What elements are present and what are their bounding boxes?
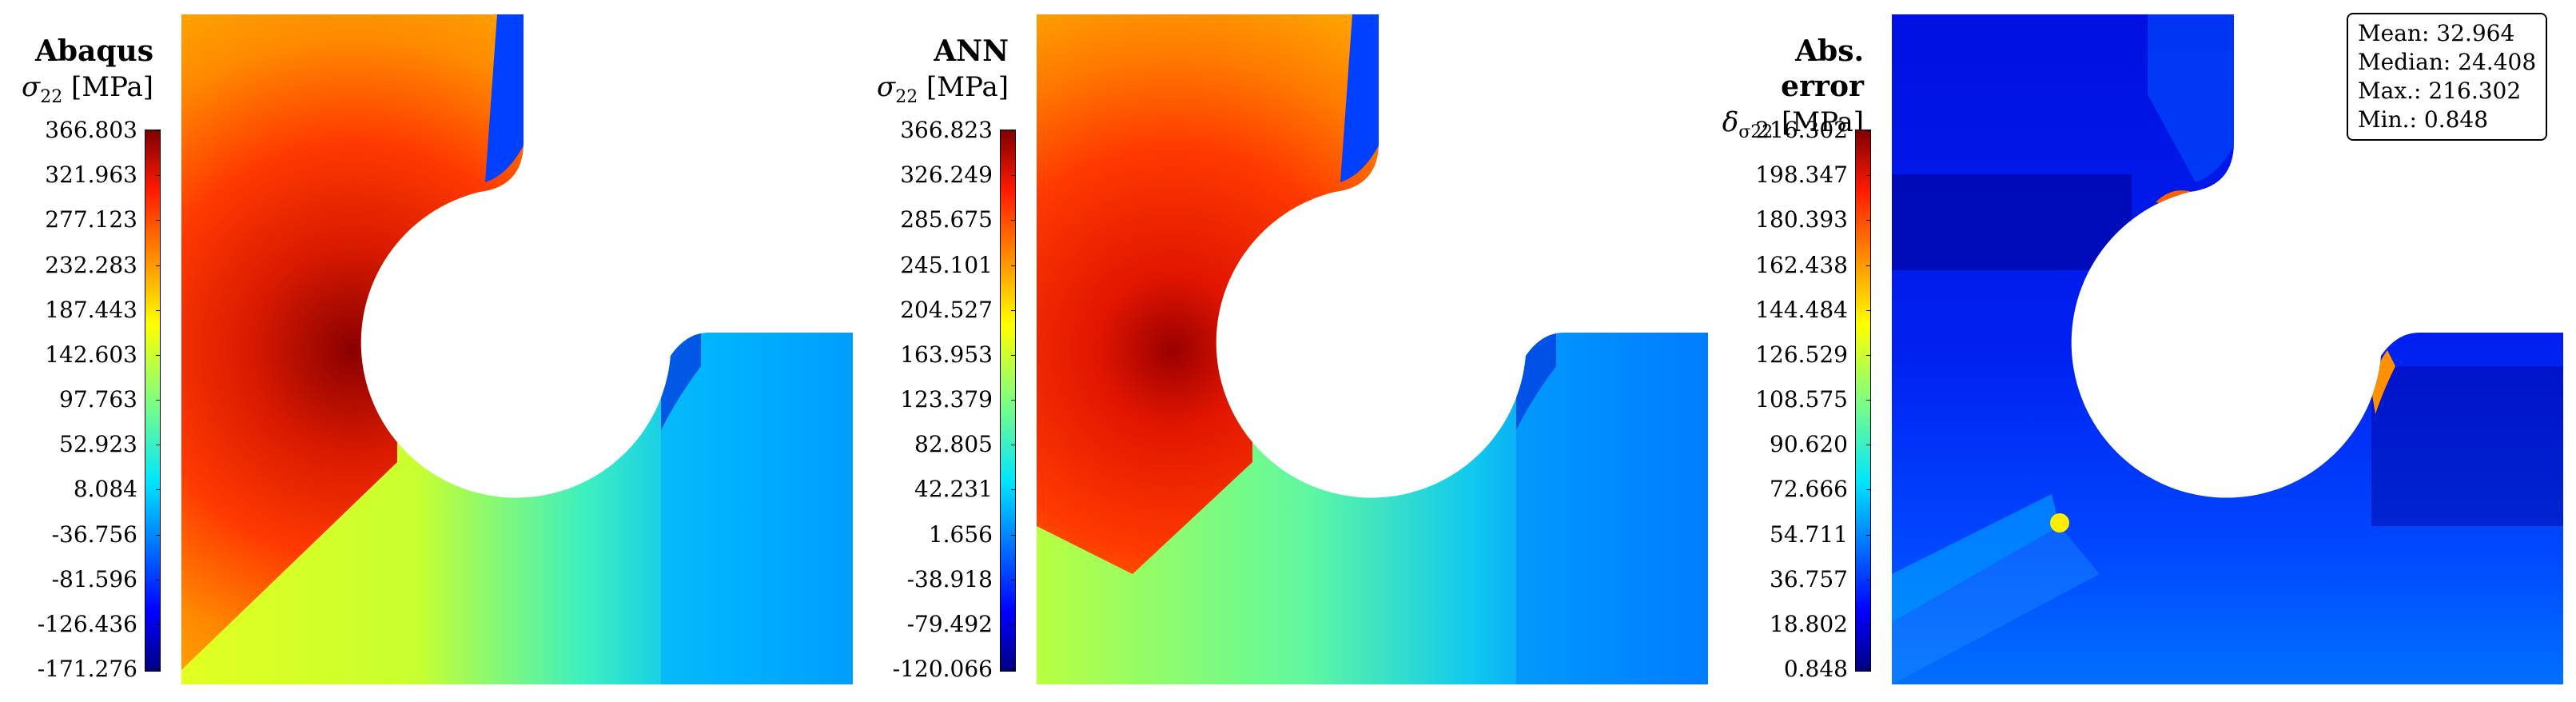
colorbar-tick-label: 82.805 <box>914 431 993 458</box>
panel-abaqus: Abaqus σ22 [MPa] 366.803 321.963 277.123 23… <box>0 0 855 702</box>
colorbar-tick-label: 245.101 <box>900 251 993 278</box>
colorbar-tick-mark <box>156 489 160 491</box>
colorbar-tick-mark <box>156 175 160 177</box>
colorbar-tick-label: -171.276 <box>37 656 137 682</box>
colorbar-tick-mark <box>156 669 160 670</box>
colorbar-tick-mark <box>1011 669 1015 670</box>
colorbar-tick-label: -36.756 <box>51 521 137 548</box>
colorbar-tick-label: 366.823 <box>900 117 993 143</box>
colorbar-tick-label: -38.918 <box>906 565 993 592</box>
colorbar-tick-label: 144.484 <box>1755 296 1848 323</box>
colorbar-tick-label: 366.803 <box>45 117 137 143</box>
colorbar-tick-label: 216.302 <box>1755 117 1848 143</box>
colorbar-tick-label: 0.848 <box>1783 656 1848 682</box>
stress-field-plot <box>1037 14 1708 684</box>
colorbar-tick-mark <box>1866 624 1870 625</box>
colorbar-tick-label: 126.529 <box>1755 341 1848 368</box>
colorbar-tick-mark <box>1011 400 1015 401</box>
colorbar-tick-mark <box>1866 130 1870 131</box>
statistics-box: Mean: 32.964 Median: 24.408 Max.: 216.302 M… <box>2347 13 2548 141</box>
panel-title: Abs. error δσ22 [MPa] <box>1710 34 1864 151</box>
colorbar-tick-mark <box>1866 220 1870 221</box>
colorbar-tick-mark <box>1011 354 1015 356</box>
quantity-label: σ22 [MPa] <box>22 71 153 107</box>
colorbar-tick-label: -120.066 <box>892 656 993 682</box>
colorbar-tick-mark <box>156 130 160 131</box>
colorbar-tick-label: 180.393 <box>1755 206 1848 233</box>
colorbar-tick-mark <box>1866 265 1870 266</box>
colorbar-tick-mark <box>156 220 160 221</box>
colorbar-ticks: 366.823 326.249 285.675 245.101 204.527 163.9… <box>855 119 1015 680</box>
quantity-label: σ22 [MPa] <box>877 71 1009 107</box>
stat-line: Median: 24.408 <box>2358 49 2537 75</box>
colorbar-ticks: 366.803 321.963 277.123 232.283 187.443 142.6… <box>0 119 160 680</box>
colorbar-tick-mark <box>1011 624 1015 625</box>
colorbar-tick-label: 108.575 <box>1755 386 1848 413</box>
colorbar-tick-label: 285.675 <box>900 206 993 233</box>
colorbar-tick-label: 52.923 <box>59 431 137 458</box>
colorbar-tick-label: 1.656 <box>928 521 993 548</box>
colorbar-tick-label: 326.249 <box>900 162 993 189</box>
colorbar-tick-label: 198.347 <box>1755 162 1848 189</box>
colorbar-tick-label: 90.620 <box>1770 431 1848 458</box>
colorbar-tick-mark <box>1866 489 1870 491</box>
colorbar-tick-label: 232.283 <box>45 251 137 278</box>
colorbar-tick-mark <box>1011 489 1015 491</box>
title-label: ANN <box>934 34 1009 68</box>
colorbar-tick-label: 204.527 <box>900 296 993 323</box>
colorbar-tick-mark <box>1866 400 1870 401</box>
panel-title: ANN σ22 [MPa] <box>855 34 1009 116</box>
title-label: Abs. error <box>1781 34 1864 103</box>
colorbar-tick-label: 187.443 <box>45 296 137 323</box>
stat-line: Mean: 32.964 <box>2358 20 2515 46</box>
panel-abs-error: Abs. error δσ22 [MPa] 216.302 198.347 180.… <box>1710 0 2576 702</box>
colorbar-tick-label: -79.492 <box>906 610 993 637</box>
colorbar-tick-label: 42.231 <box>914 476 993 503</box>
colorbar-tick-label: 54.711 <box>1770 521 1848 548</box>
stat-line: Min.: 0.848 <box>2358 106 2489 133</box>
colorbar-tick-mark <box>1866 534 1870 536</box>
colorbar-tick-mark <box>156 265 160 266</box>
colorbar-tick-mark <box>1011 265 1015 266</box>
panel-title: Abaqus σ22 [MPa] <box>0 34 153 116</box>
colorbar-ticks: 216.302 198.347 180.393 162.438 144.484 126.5… <box>1710 119 1870 680</box>
colorbar <box>1000 130 1016 672</box>
colorbar-tick-label: 123.379 <box>900 386 993 413</box>
colorbar-tick-mark <box>1866 309 1870 311</box>
colorbar-tick-mark <box>1011 534 1015 536</box>
colorbar-tick-mark <box>156 624 160 625</box>
quantity-label: δσ22 [MPa] <box>1722 106 1864 142</box>
colorbar-tick-mark <box>1866 354 1870 356</box>
stress-field-plot <box>181 14 853 684</box>
colorbar-tick-label: 72.666 <box>1770 476 1848 503</box>
colorbar-tick-label: 277.123 <box>45 206 137 233</box>
colorbar-tick-mark <box>156 354 160 356</box>
colorbar-tick-label: 163.953 <box>900 341 993 368</box>
colorbar-tick-label: 321.963 <box>45 162 137 189</box>
colorbar-tick-label: 36.757 <box>1770 565 1848 592</box>
colorbar-tick-label: 18.802 <box>1770 610 1848 637</box>
colorbar-tick-label: -126.436 <box>37 610 137 637</box>
colorbar-tick-label: 162.438 <box>1755 251 1848 278</box>
colorbar <box>145 130 161 672</box>
colorbar <box>1855 130 1871 672</box>
panel-ann: ANN σ22 [MPa] 366.823 326.249 285.675 245.1… <box>855 0 1710 702</box>
colorbar-tick-mark <box>1011 175 1015 177</box>
colorbar-tick-mark <box>1866 669 1870 670</box>
colorbar-tick-label: -81.596 <box>51 565 137 592</box>
colorbar-tick-mark <box>156 534 160 536</box>
colorbar-tick-mark <box>156 309 160 311</box>
colorbar-tick-mark <box>156 400 160 401</box>
colorbar-tick-mark <box>1011 220 1015 221</box>
title-label: Abaqus <box>34 34 153 68</box>
colorbar-tick-label: 97.763 <box>59 386 137 413</box>
colorbar-tick-label: 8.084 <box>73 476 137 503</box>
colorbar-tick-mark <box>1011 130 1015 131</box>
colorbar-tick-mark <box>1011 309 1015 311</box>
colorbar-tick-mark <box>1866 175 1870 177</box>
colorbar-tick-label: 142.603 <box>45 341 137 368</box>
stat-line: Max.: 216.302 <box>2358 78 2522 104</box>
